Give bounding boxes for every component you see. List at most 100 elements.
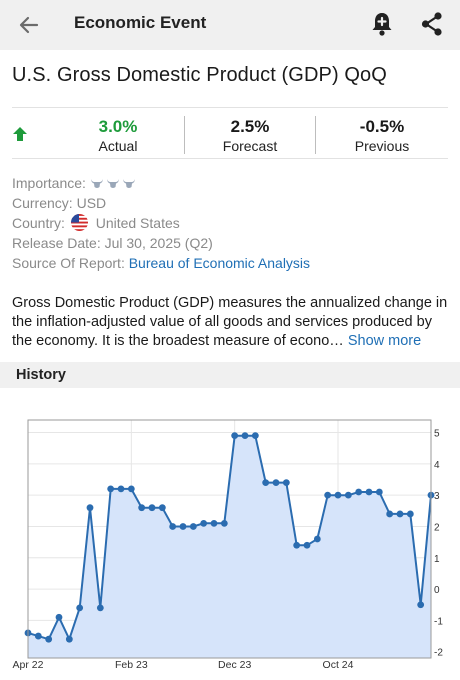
- series-line: [27, 434, 432, 642]
- y-tick-label: 5: [434, 429, 440, 440]
- data-point: [96, 604, 104, 612]
- data-point: [107, 485, 115, 493]
- forecast-value: 2.5%: [230, 117, 270, 136]
- data-point: [117, 485, 125, 493]
- show-more-link[interactable]: Show more: [347, 333, 422, 349]
- history-chart[interactable]: -2 -1 0 1 2 3 4 5 Apr 22 Feb 23 Dec 23 Oct 24: [0, 400, 460, 680]
- bell-plus-icon: [372, 13, 392, 36]
- data-point: [86, 504, 94, 512]
- release-date-row: Release Date: Jul 30, 2025 (Q2): [12, 234, 213, 252]
- data-point: [313, 535, 321, 543]
- data-point: [65, 635, 73, 643]
- actual-label: Actual: [98, 138, 138, 154]
- actual-value-block: 3.0% Actual: [68, 117, 168, 155]
- data-point: [34, 632, 42, 640]
- y-tick-label: 2: [434, 522, 440, 533]
- data-point: [375, 488, 383, 496]
- data-point: [324, 491, 332, 499]
- source-row: Source Of Report: Bureau of Economic Ana…: [12, 254, 310, 272]
- source-link[interactable]: Bureau of Economic Analysis: [128, 255, 311, 271]
- y-tick-label: -2: [434, 648, 443, 659]
- previous-value-block: -0.5% Previous: [332, 117, 432, 155]
- bull-icon: [106, 179, 119, 189]
- country-row: Country: United States: [12, 214, 180, 232]
- data-point: [262, 479, 270, 487]
- page-title: Economic Event: [74, 13, 207, 32]
- data-point: [251, 432, 259, 440]
- history-section-header: History: [0, 362, 460, 388]
- currency-label: Currency:: [12, 195, 73, 211]
- data-point: [179, 523, 187, 530]
- previous-label: Previous: [354, 138, 410, 154]
- divider: [315, 116, 316, 154]
- divider: [184, 116, 185, 154]
- data-point: [334, 491, 342, 499]
- data-point: [158, 504, 166, 512]
- y-tick-label: 3: [434, 491, 440, 502]
- data-point: [220, 519, 228, 527]
- arrow-left-icon: [19, 16, 39, 34]
- country-label: Country:: [12, 215, 65, 231]
- add-alert-button[interactable]: [367, 9, 397, 39]
- data-point: [127, 485, 135, 493]
- data-point: [189, 523, 197, 530]
- arrow-up-icon: [13, 127, 27, 141]
- x-tick-label: Dec 23: [218, 659, 251, 671]
- data-point: [138, 504, 146, 512]
- y-tick-label: 4: [434, 460, 440, 471]
- source-label: Source Of Report:: [12, 255, 125, 271]
- us-flag-icon: [70, 214, 88, 231]
- currency-row: Currency: USD: [12, 194, 106, 212]
- data-point: [417, 601, 425, 609]
- data-point: [386, 510, 394, 518]
- data-point: [365, 488, 373, 496]
- data-point: [406, 510, 414, 518]
- data-point: [148, 504, 156, 512]
- back-button[interactable]: [14, 10, 44, 40]
- data-point: [272, 479, 280, 487]
- currency-value: USD: [76, 195, 107, 211]
- data-point: [55, 613, 63, 621]
- data-point: [45, 635, 53, 643]
- actual-value: 3.0%: [98, 117, 138, 136]
- x-tick-label: Apr 22: [13, 659, 44, 671]
- share-icon: [421, 12, 442, 36]
- previous-value: -0.5%: [359, 117, 405, 136]
- data-point: [169, 523, 177, 530]
- x-tick-label: Oct 24: [323, 659, 354, 671]
- bull-icon: [122, 179, 135, 189]
- y-tick-label: 1: [434, 554, 440, 565]
- release-date-value: Jul 30, 2025 (Q2): [104, 235, 213, 251]
- forecast-label: Forecast: [222, 138, 278, 154]
- data-point: [76, 604, 84, 612]
- release-date-label: Release Date:: [12, 235, 101, 251]
- values-row: 3.0% Actual 2.5% Forecast -0.5% Previous: [12, 107, 448, 159]
- country-value: United States: [95, 215, 180, 231]
- data-point: [231, 432, 239, 440]
- importance-bulls: [90, 175, 138, 193]
- y-tick-label: 0: [434, 585, 440, 596]
- y-tick-label: -1: [434, 616, 443, 627]
- data-point: [210, 519, 218, 527]
- event-description: Gross Domestic Product (GDP) measures th…: [12, 294, 448, 351]
- data-point: [293, 541, 301, 549]
- share-button[interactable]: [417, 9, 447, 39]
- history-label: History: [16, 367, 66, 383]
- data-point: [282, 479, 290, 487]
- app-bar: Economic Event: [0, 0, 460, 50]
- bull-icon: [90, 179, 103, 189]
- data-point: [303, 541, 311, 549]
- series-area: [28, 435, 431, 658]
- x-tick-label: Feb 23: [115, 659, 148, 671]
- event-title: U.S. Gross Domestic Product (GDP) QoQ: [12, 64, 387, 86]
- data-point: [396, 510, 404, 518]
- data-point: [200, 519, 208, 527]
- plot-border: [27, 419, 432, 659]
- data-point: [241, 432, 249, 440]
- importance-label: Importance:: [12, 175, 86, 191]
- importance-row: Importance:: [12, 174, 138, 193]
- description-text: Gross Domestic Product (GDP) measures th…: [12, 295, 448, 349]
- data-point: [344, 491, 352, 499]
- data-point: [355, 488, 363, 496]
- forecast-value-block: 2.5% Forecast: [200, 117, 300, 155]
